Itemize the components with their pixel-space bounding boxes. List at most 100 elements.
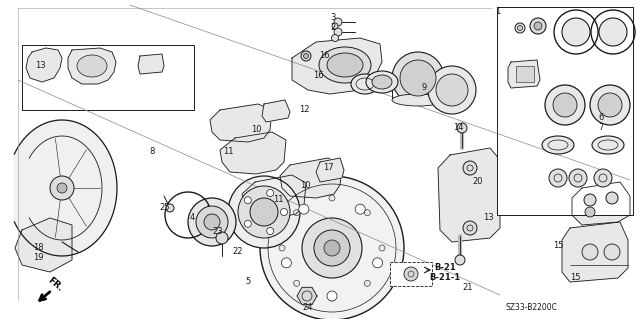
Ellipse shape (392, 94, 444, 106)
Circle shape (301, 51, 311, 61)
Circle shape (228, 176, 300, 248)
Bar (497, 7, 633, 215)
Circle shape (400, 60, 436, 96)
Text: 15: 15 (553, 241, 563, 249)
Polygon shape (220, 132, 286, 174)
Polygon shape (297, 287, 317, 305)
Polygon shape (210, 104, 272, 142)
Text: SZ33-B2200C: SZ33-B2200C (506, 303, 558, 313)
Circle shape (549, 169, 567, 187)
Circle shape (324, 240, 340, 256)
Polygon shape (508, 60, 540, 88)
Text: FR.: FR. (46, 275, 65, 293)
Ellipse shape (327, 53, 363, 77)
Circle shape (303, 54, 308, 58)
Text: 11: 11 (223, 147, 233, 157)
Circle shape (585, 207, 595, 217)
Text: 2: 2 (330, 23, 335, 32)
Circle shape (515, 23, 525, 33)
Circle shape (57, 183, 67, 193)
Text: 24: 24 (303, 303, 313, 313)
Circle shape (364, 210, 371, 216)
Circle shape (569, 169, 587, 187)
Circle shape (594, 169, 612, 187)
Circle shape (299, 204, 308, 214)
Polygon shape (280, 158, 342, 198)
Circle shape (332, 23, 338, 29)
Circle shape (518, 26, 522, 31)
Ellipse shape (366, 71, 398, 93)
Circle shape (196, 206, 228, 238)
Text: 5: 5 (245, 278, 251, 286)
Text: 1: 1 (495, 8, 500, 17)
Polygon shape (138, 54, 164, 74)
Circle shape (267, 189, 274, 197)
Circle shape (455, 255, 465, 265)
Circle shape (582, 244, 598, 260)
Polygon shape (26, 48, 62, 82)
Circle shape (379, 245, 385, 251)
Ellipse shape (592, 136, 624, 154)
Circle shape (238, 186, 290, 238)
Text: 11: 11 (273, 196, 284, 204)
Text: 15: 15 (570, 273, 580, 283)
Circle shape (428, 66, 476, 114)
Circle shape (188, 198, 236, 246)
Text: 4: 4 (189, 213, 195, 222)
Circle shape (50, 176, 74, 200)
Text: 10: 10 (300, 181, 310, 189)
Text: 3: 3 (330, 13, 336, 23)
Circle shape (606, 192, 618, 204)
Circle shape (216, 232, 228, 244)
Text: 13: 13 (35, 61, 45, 70)
Text: 17: 17 (323, 164, 333, 173)
Circle shape (562, 18, 590, 46)
Polygon shape (262, 100, 290, 122)
Polygon shape (15, 218, 72, 272)
Circle shape (590, 85, 630, 125)
Text: 23: 23 (212, 227, 223, 236)
Circle shape (372, 258, 383, 268)
Circle shape (250, 198, 278, 226)
Text: 16: 16 (319, 50, 330, 60)
Polygon shape (438, 148, 500, 242)
Text: 14: 14 (452, 123, 463, 132)
Text: B-21-1: B-21-1 (429, 273, 461, 283)
Circle shape (282, 258, 291, 268)
Circle shape (204, 214, 220, 230)
Bar (22, 45, 194, 110)
Circle shape (314, 230, 350, 266)
Circle shape (334, 18, 342, 26)
Circle shape (463, 161, 477, 175)
Circle shape (598, 93, 622, 117)
Polygon shape (14, 120, 117, 256)
Text: 22: 22 (233, 248, 243, 256)
Ellipse shape (77, 55, 107, 77)
Circle shape (244, 197, 252, 204)
Text: 8: 8 (149, 147, 155, 157)
Circle shape (604, 244, 620, 260)
Text: 19: 19 (33, 254, 44, 263)
Circle shape (280, 209, 287, 216)
Polygon shape (572, 182, 630, 225)
Text: 10: 10 (251, 125, 261, 135)
Circle shape (364, 280, 371, 286)
Circle shape (327, 291, 337, 301)
Bar (390, 262, 432, 286)
Polygon shape (68, 48, 116, 84)
Polygon shape (292, 38, 382, 94)
Circle shape (334, 28, 342, 36)
Circle shape (279, 245, 285, 251)
Text: 18: 18 (33, 243, 44, 253)
Circle shape (545, 85, 585, 125)
Text: 7: 7 (598, 123, 604, 132)
Text: 6: 6 (598, 114, 604, 122)
Circle shape (553, 93, 577, 117)
Circle shape (530, 18, 546, 34)
Circle shape (267, 227, 274, 234)
Circle shape (294, 280, 300, 286)
Ellipse shape (351, 74, 379, 94)
Circle shape (302, 218, 362, 278)
Circle shape (392, 52, 444, 104)
Circle shape (260, 176, 404, 319)
